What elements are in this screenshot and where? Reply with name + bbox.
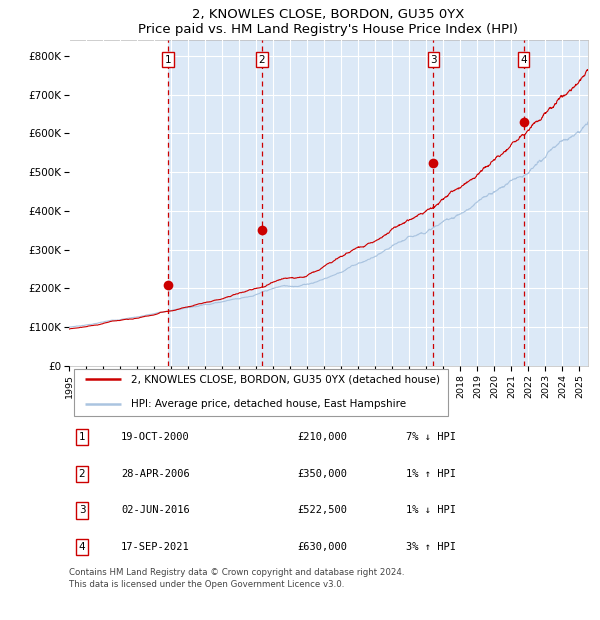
Bar (167, 40, 262, 366)
Text: 1% ↑ HPI: 1% ↑ HPI (406, 469, 457, 479)
Text: 19-OCT-2000: 19-OCT-2000 (121, 432, 190, 442)
Text: 17-SEP-2021: 17-SEP-2021 (121, 542, 190, 552)
Text: 3: 3 (430, 55, 437, 64)
Text: 1: 1 (164, 55, 171, 64)
Bar (262, 40, 433, 366)
Text: £522,500: £522,500 (298, 505, 347, 515)
Text: 4: 4 (79, 542, 85, 552)
Text: 2: 2 (79, 469, 85, 479)
Text: 3: 3 (79, 505, 85, 515)
Text: 1% ↓ HPI: 1% ↓ HPI (406, 505, 457, 515)
Title: 2, KNOWLES CLOSE, BORDON, GU35 0YX
Price paid vs. HM Land Registry's House Price: 2, KNOWLES CLOSE, BORDON, GU35 0YX Price… (139, 8, 518, 37)
Text: 7% ↓ HPI: 7% ↓ HPI (406, 432, 457, 442)
Text: 2, KNOWLES CLOSE, BORDON, GU35 0YX (detached house): 2, KNOWLES CLOSE, BORDON, GU35 0YX (deta… (131, 374, 440, 384)
Bar (524, 40, 588, 366)
Bar (433, 40, 524, 366)
Text: HPI: Average price, detached house, East Hampshire: HPI: Average price, detached house, East… (131, 399, 406, 409)
FancyBboxPatch shape (74, 369, 448, 416)
Text: 02-JUN-2016: 02-JUN-2016 (121, 505, 190, 515)
Text: Contains HM Land Registry data © Crown copyright and database right 2024.
This d: Contains HM Land Registry data © Crown c… (69, 568, 404, 589)
Text: £210,000: £210,000 (298, 432, 347, 442)
Text: 3% ↑ HPI: 3% ↑ HPI (406, 542, 457, 552)
Text: 4: 4 (520, 55, 527, 64)
Text: 2: 2 (259, 55, 265, 64)
Text: £630,000: £630,000 (298, 542, 347, 552)
Text: £350,000: £350,000 (298, 469, 347, 479)
Text: 1: 1 (79, 432, 85, 442)
Text: 28-APR-2006: 28-APR-2006 (121, 469, 190, 479)
